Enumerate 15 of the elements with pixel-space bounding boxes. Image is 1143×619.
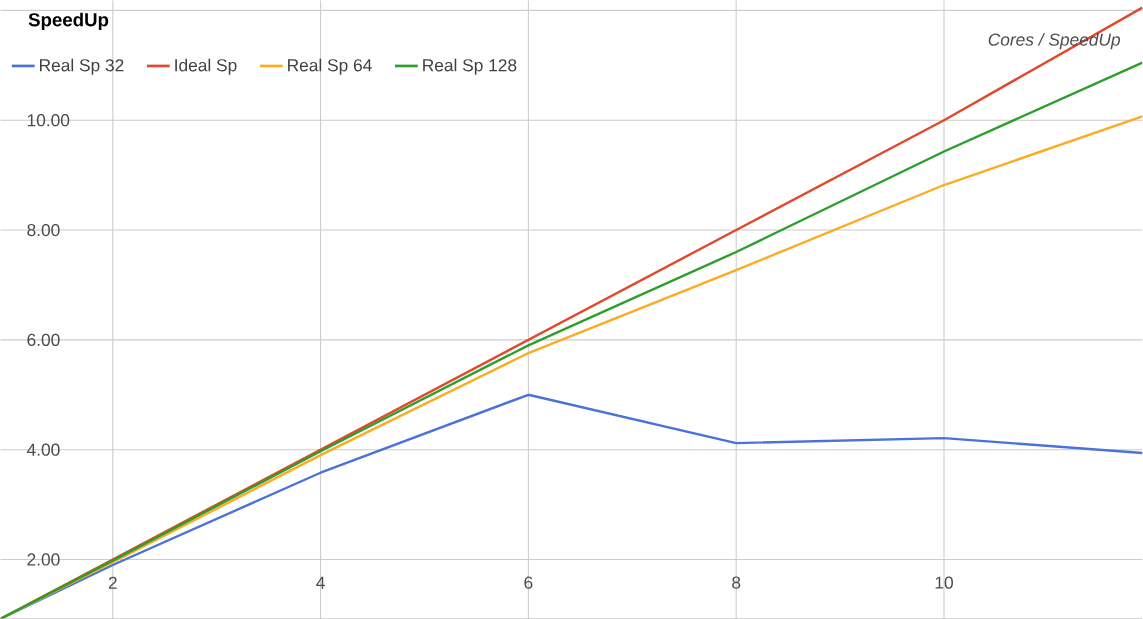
x-tick-label: 8: [732, 576, 741, 589]
x-tick-label: 6: [524, 576, 533, 589]
y-tick-label: 4.00: [26, 443, 60, 456]
y-tick-label: 2.00: [27, 553, 60, 566]
y-tick-label: 6.00: [27, 333, 60, 346]
legend-label: Real Sp 128: [423, 58, 517, 75]
legend-label: Real Sp 32: [40, 58, 124, 75]
text: SpeedUp: [28, 12, 109, 30]
y-tick-label: 8.00: [27, 223, 60, 237]
legend-label: Ideal Sp: [175, 58, 237, 75]
x-tick-label: 2: [108, 576, 117, 589]
x-tick-label: 4: [316, 576, 325, 589]
legend-label: Real Sp 64: [288, 58, 372, 75]
y-tick-label: 10.00: [27, 113, 70, 127]
x-tick-label: 10: [935, 576, 953, 589]
